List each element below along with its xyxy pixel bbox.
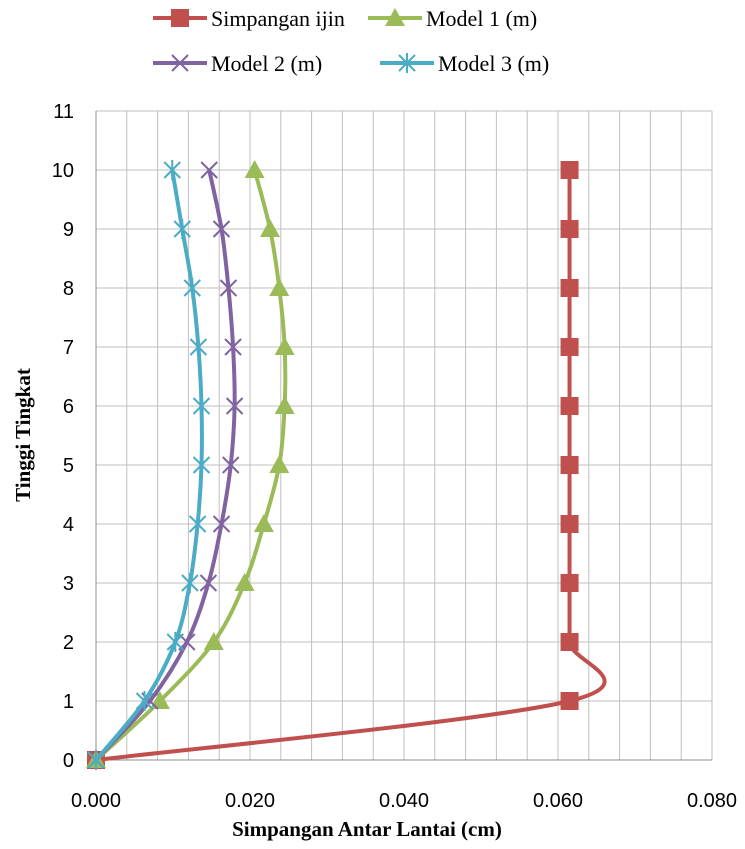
- y-axis-title: Tinggi Tingkat: [11, 368, 35, 502]
- x-tick-label: 0.040: [379, 790, 429, 812]
- y-tick-label: 5: [63, 455, 74, 477]
- data-point: [560, 633, 579, 651]
- data-point: [244, 160, 265, 178]
- data-point: [269, 455, 290, 473]
- data-point: [199, 574, 218, 592]
- legend-label: Simpangan ijin: [211, 6, 345, 31]
- x-tick-label: 0.060: [533, 790, 583, 812]
- data-point: [192, 455, 211, 475]
- data-point: [192, 396, 211, 416]
- data-point: [274, 396, 295, 414]
- y-tick-label: 1: [63, 691, 74, 713]
- data-point: [560, 397, 579, 415]
- data-point: [222, 456, 240, 474]
- legend-label: Model 2 (m): [211, 51, 322, 76]
- y-tick-label: 3: [63, 573, 74, 595]
- data-point: [149, 691, 170, 709]
- y-tick-label: 9: [63, 219, 74, 241]
- data-point: [183, 278, 201, 298]
- y-tick-label: 10: [52, 160, 74, 182]
- data-point: [189, 337, 208, 357]
- data-point: [560, 692, 579, 710]
- legend-marker: [385, 8, 405, 26]
- data-point: [87, 750, 105, 770]
- legend-item: Simpangan ijin: [153, 6, 345, 31]
- data-point: [560, 279, 579, 297]
- data-point: [560, 456, 579, 474]
- data-point: [181, 573, 199, 593]
- data-point: [212, 515, 231, 533]
- data-point: [560, 515, 579, 533]
- data-point: [560, 220, 579, 238]
- x-tick-label: 0.080: [687, 790, 737, 812]
- data-point: [269, 278, 290, 296]
- y-tick-label: 7: [63, 337, 74, 359]
- data-point: [212, 220, 231, 238]
- legend-label: Model 3 (m): [438, 51, 549, 76]
- x-tick-label: 0.000: [71, 790, 121, 812]
- x-tick-label: 0.020: [225, 790, 275, 812]
- legend-item: Model 1 (m): [368, 6, 537, 31]
- y-tick-label: 11: [53, 101, 74, 123]
- data-point: [163, 160, 181, 180]
- data-point: [260, 219, 281, 237]
- legend-marker: [171, 9, 189, 27]
- series-2: [86, 160, 295, 768]
- y-tick-label: 2: [63, 632, 74, 654]
- y-tick-label: 0: [63, 750, 74, 772]
- data-point: [253, 514, 274, 532]
- legend-marker: [398, 53, 416, 73]
- data-point: [219, 279, 238, 297]
- data-point: [234, 573, 255, 591]
- data-point: [173, 219, 191, 239]
- y-tick-label: 6: [63, 396, 74, 418]
- data-point: [560, 161, 579, 179]
- axes: 0.000 0.020 0.040 0.060 0.080 0 1 2 3 4 5 6 7 8 9 10 11: [52, 101, 737, 812]
- y-tick-label: 8: [63, 278, 74, 300]
- legend-item: Model 2 (m): [153, 51, 322, 76]
- series-layer: [86, 160, 607, 770]
- x-axis-title: Simpangan Antar Lantai (cm): [232, 817, 502, 841]
- data-point: [200, 161, 218, 179]
- legend-label: Model 1 (m): [426, 6, 537, 31]
- data-point: [274, 337, 295, 355]
- legend: Simpangan ijin Model 1 (m) Model 2 (m) Mode…: [153, 6, 549, 76]
- legend-item: Model 3 (m): [380, 51, 549, 76]
- data-point: [135, 691, 154, 711]
- data-point: [560, 574, 579, 592]
- data-point: [225, 397, 244, 415]
- data-point: [224, 338, 242, 356]
- data-point: [188, 514, 207, 534]
- series-4: [87, 160, 211, 770]
- y-tick-label: 4: [63, 514, 74, 536]
- data-point: [203, 632, 224, 650]
- legend-marker: [171, 54, 189, 72]
- data-point: [166, 632, 185, 652]
- grid: [96, 110, 713, 760]
- data-point: [560, 338, 579, 356]
